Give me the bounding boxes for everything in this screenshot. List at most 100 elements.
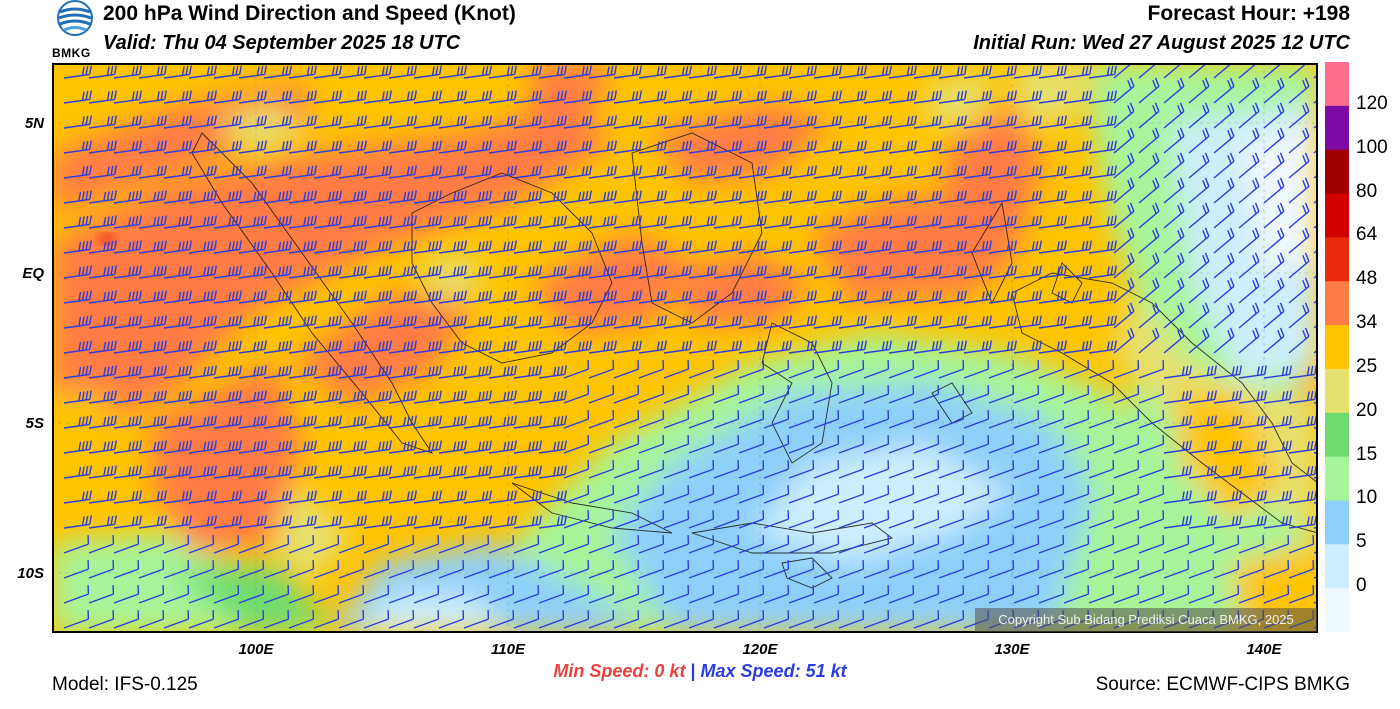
wind-barb	[1288, 465, 1317, 479]
wind-barb	[1138, 460, 1165, 479]
wind-barb	[688, 435, 715, 454]
wind-barb	[788, 140, 817, 154]
wind-barb	[463, 365, 492, 379]
wind-barb	[863, 610, 890, 629]
wind-barb	[288, 240, 317, 254]
wind-barb	[913, 585, 940, 604]
wind-barb	[638, 90, 667, 104]
wind-barb	[513, 390, 542, 404]
wind-barb	[938, 485, 965, 504]
wind-barb	[1088, 265, 1117, 279]
wind-barb	[588, 90, 617, 104]
wind-barb	[263, 415, 292, 429]
wind-barb	[688, 290, 717, 304]
wind-barb	[388, 515, 417, 529]
wind-barb	[1163, 490, 1192, 504]
wind-barb	[1288, 365, 1317, 379]
wind-barb	[588, 190, 617, 204]
wind-barb	[763, 315, 792, 329]
wind-barb	[1163, 440, 1192, 454]
wind-barb	[788, 240, 817, 254]
wind-barb	[438, 165, 467, 179]
wind-barb	[213, 315, 242, 329]
wind-barb	[413, 610, 440, 629]
chart-title: 200 hPa Wind Direction and Speed (Knot)	[103, 2, 516, 25]
wind-barb	[113, 115, 142, 129]
wind-barb	[713, 90, 742, 104]
wind-barb	[463, 440, 492, 454]
wind-barb	[538, 290, 567, 304]
wind-barb	[863, 485, 890, 504]
wind-barb	[1263, 277, 1285, 304]
wind-barb	[338, 165, 367, 179]
wind-barb	[138, 215, 167, 229]
wind-barb	[688, 610, 715, 629]
wind-barb	[1263, 302, 1285, 329]
wind-barb	[638, 535, 665, 554]
wind-barb	[1238, 177, 1260, 204]
wind-barb	[213, 610, 240, 629]
wind-barb	[988, 360, 1015, 379]
lat-label-5n: 5N	[24, 115, 44, 132]
wind-barb	[563, 165, 592, 179]
wind-barb	[913, 485, 940, 504]
wind-barb	[463, 115, 492, 129]
wind-barb	[413, 490, 442, 504]
wind-barb	[63, 585, 90, 604]
wind-barb	[963, 140, 992, 154]
wind-barb	[213, 190, 242, 204]
wind-barb	[613, 535, 640, 554]
wind-barb	[538, 265, 567, 279]
wind-barb	[988, 410, 1015, 429]
wind-barb	[638, 460, 665, 479]
wind-barb	[1038, 190, 1067, 204]
wind-barb	[338, 515, 367, 529]
wind-barb	[988, 510, 1015, 529]
wind-barb	[863, 240, 892, 254]
wind-barb	[63, 340, 92, 354]
wind-barb	[888, 190, 917, 204]
wind-barb	[713, 140, 742, 154]
wind-barb	[388, 390, 417, 404]
wind-barb	[838, 485, 865, 504]
wind-barb	[188, 560, 215, 579]
wind-barb	[663, 340, 692, 354]
wind-barb	[713, 510, 740, 529]
wind-barb	[1138, 535, 1165, 554]
wind-barb	[1038, 535, 1065, 554]
wind-barb	[1088, 115, 1117, 129]
wind-barb	[1238, 102, 1260, 129]
wind-barb	[1138, 435, 1165, 454]
wind-barb	[563, 240, 592, 254]
wind-barb	[713, 385, 740, 404]
wind-barb	[588, 460, 615, 479]
wind-barb	[213, 240, 242, 254]
wind-barb	[438, 610, 465, 629]
wind-barb	[338, 490, 367, 504]
colorbar-label: 15	[1356, 443, 1378, 465]
wind-barb	[388, 585, 415, 604]
wind-barb	[263, 140, 292, 154]
wind-barb	[963, 410, 990, 429]
colorbar-segment	[1325, 105, 1349, 151]
wind-barb	[338, 90, 367, 104]
wind-barb	[488, 65, 517, 79]
wind-barb	[163, 190, 192, 204]
wind-barb	[538, 610, 565, 629]
wind-barb	[1063, 585, 1090, 604]
wind-barb	[363, 65, 392, 79]
wind-barb	[863, 360, 890, 379]
wind-barb	[188, 215, 217, 229]
wind-barb	[438, 90, 467, 104]
wind-barb	[138, 65, 167, 79]
wind-barb	[1013, 510, 1040, 529]
wind-barb	[788, 165, 817, 179]
wind-barb	[813, 410, 840, 429]
wind-barb	[588, 315, 617, 329]
wind-barb	[163, 415, 192, 429]
wind-barb	[738, 560, 765, 579]
wind-barb	[938, 610, 965, 629]
wind-barb	[213, 390, 242, 404]
wind-barb	[388, 140, 417, 154]
wind-barb	[1113, 177, 1135, 204]
